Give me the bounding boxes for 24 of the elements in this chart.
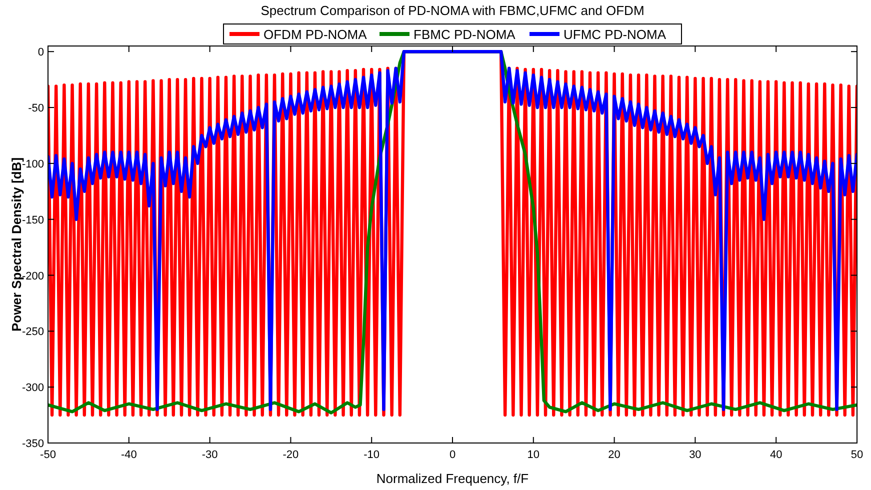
x-tick-label: -20 bbox=[282, 449, 299, 461]
y-tick-label: -350 bbox=[22, 438, 44, 450]
x-tick-label: 20 bbox=[608, 449, 620, 461]
x-tick-label: 30 bbox=[689, 449, 702, 461]
y-tick-label: -200 bbox=[22, 270, 44, 282]
legend-label: UFMC PD-NOMA bbox=[564, 27, 666, 42]
x-tick-label: 10 bbox=[527, 449, 540, 461]
x-tick-label: 50 bbox=[850, 449, 864, 461]
x-tick-label: 40 bbox=[770, 449, 782, 461]
chart-title: Spectrum Comparison of PD-NOMA with FBMC,UFMC and OFDM bbox=[260, 3, 644, 18]
y-tick-label: -300 bbox=[22, 382, 44, 394]
y-tick-label: -50 bbox=[28, 102, 44, 115]
x-tick-label: -50 bbox=[40, 449, 56, 461]
x-axis-title: Normalized Frequency, f/F bbox=[376, 471, 529, 486]
legend-label: FBMC PD-NOMA bbox=[414, 27, 516, 42]
y-axis-title: Power Spectral Density [dB] bbox=[9, 157, 24, 332]
y-tick-label: 0 bbox=[38, 46, 44, 59]
y-tick-label: -250 bbox=[22, 326, 44, 338]
x-tick-label: -10 bbox=[364, 449, 380, 461]
legend-label: OFDM PD-NOMA bbox=[264, 27, 368, 42]
x-tick-label: -40 bbox=[120, 449, 137, 461]
x-tick-label: -30 bbox=[202, 449, 218, 461]
x-tick-label: 0 bbox=[449, 449, 456, 461]
y-tick-label: -150 bbox=[22, 214, 44, 226]
